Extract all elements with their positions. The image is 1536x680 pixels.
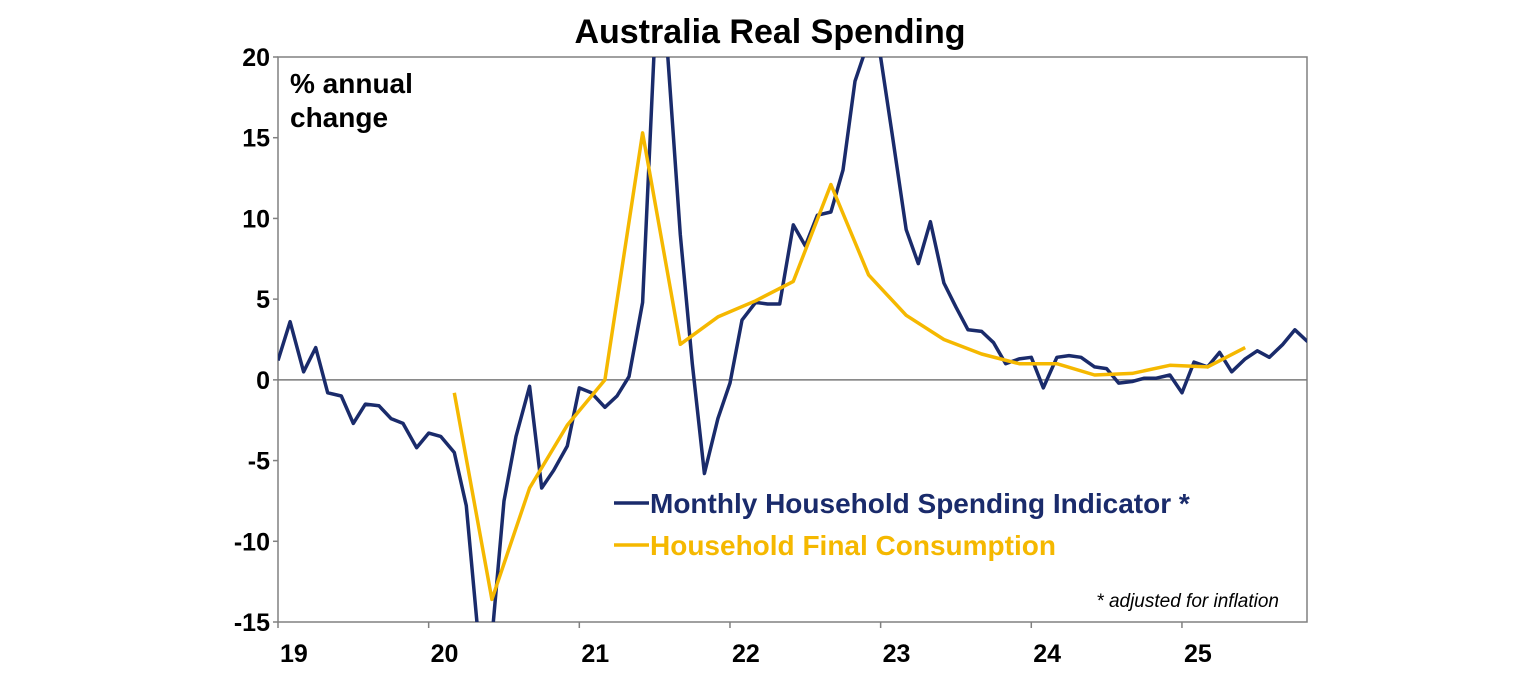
- series-line-final-consumption: [452, 131, 1246, 602]
- unit-label: % annual change: [290, 68, 421, 133]
- y-tick-label: 5: [256, 286, 270, 314]
- x-tick-label: 21: [581, 640, 609, 668]
- x-tick-label: 22: [732, 640, 760, 668]
- y-tick-label: -15: [234, 609, 270, 637]
- y-tick-label: 20: [242, 44, 270, 72]
- y-tick-label: 0: [256, 367, 270, 395]
- y-tick-label: -10: [234, 528, 270, 556]
- unit-label-line-1: % annual: [290, 68, 413, 99]
- x-tick-label: 20: [431, 640, 459, 668]
- chart-title: Australia Real Spending: [574, 13, 965, 51]
- footnote: * adjusted for inflation: [1096, 591, 1279, 612]
- legend: Monthly Household Spending Indicator * H…: [614, 488, 1190, 561]
- y-tick-label: 15: [242, 125, 270, 153]
- legend-label-spending-indicator: Monthly Household Spending Indicator *: [650, 488, 1190, 519]
- y-tick-label: 10: [242, 205, 270, 233]
- legend-label-final-consumption: Household Final Consumption: [650, 530, 1056, 561]
- series-layer: [278, 57, 1307, 622]
- x-tick-label: 24: [1033, 640, 1061, 668]
- x-tick-label: 23: [883, 640, 911, 668]
- y-tick-label: -5: [248, 448, 270, 476]
- x-tick-label: 25: [1184, 640, 1212, 668]
- x-tick-label: 19: [280, 640, 308, 668]
- y-axis: -15 -10 -5 0 5 10 15 20: [234, 44, 278, 637]
- x-axis: 19 20 21 22 23 24 25: [277, 622, 1212, 668]
- unit-label-line-2: change: [290, 102, 388, 133]
- series-line-spending-indicator: [278, 57, 1307, 622]
